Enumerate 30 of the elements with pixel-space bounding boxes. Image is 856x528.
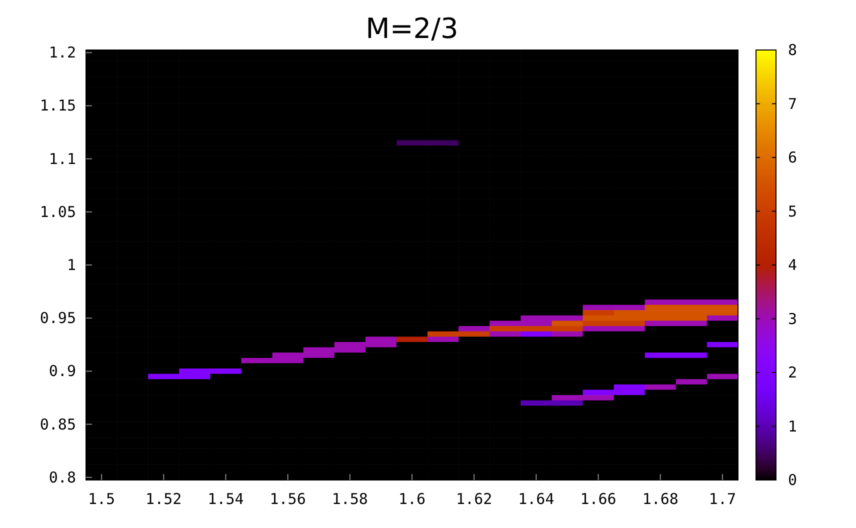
y-tick-label: 1.2	[48, 44, 76, 62]
color-bar-label: 2	[788, 364, 798, 382]
x-tick-label: 1.5	[88, 490, 116, 508]
x-tick-label: 1.58	[332, 490, 368, 508]
y-tick-label: 0.9	[48, 362, 76, 380]
x-tick-label: 1.66	[580, 490, 616, 508]
x-tick-label: 1.52	[146, 490, 182, 508]
color-bar-label: 6	[788, 148, 798, 166]
x-tick-label: 1.54	[208, 490, 244, 508]
y-tick-label: 1	[66, 256, 76, 274]
y-tick-label: 0.85	[40, 415, 76, 434]
y-tick-label: 1.15	[40, 96, 76, 115]
color-bar-label: 7	[788, 94, 798, 113]
y-tick-label: 1.05	[40, 202, 76, 221]
x-tick-label: 1.62	[456, 490, 492, 508]
y-tick-label: 0.8	[48, 468, 76, 486]
chart-title: M=2/3	[366, 12, 458, 45]
color-bar-label: 4	[788, 256, 798, 274]
color-bar-label: 8	[788, 41, 798, 59]
y-tick-label: 1.1	[48, 150, 76, 168]
x-tick-label: 1.68	[642, 490, 678, 508]
color-bar-label: 1	[788, 417, 798, 436]
color-bar-label: 5	[788, 202, 798, 220]
color-bar-label: 0	[788, 471, 798, 489]
y-tick-label: 0.95	[40, 309, 76, 328]
x-tick-label: 1.64	[518, 490, 554, 508]
x-tick-label: 1.7	[708, 490, 736, 508]
x-tick-label: 1.6	[398, 490, 426, 508]
color-bar-label: 3	[788, 310, 798, 328]
x-tick-label: 1.56	[270, 490, 306, 508]
